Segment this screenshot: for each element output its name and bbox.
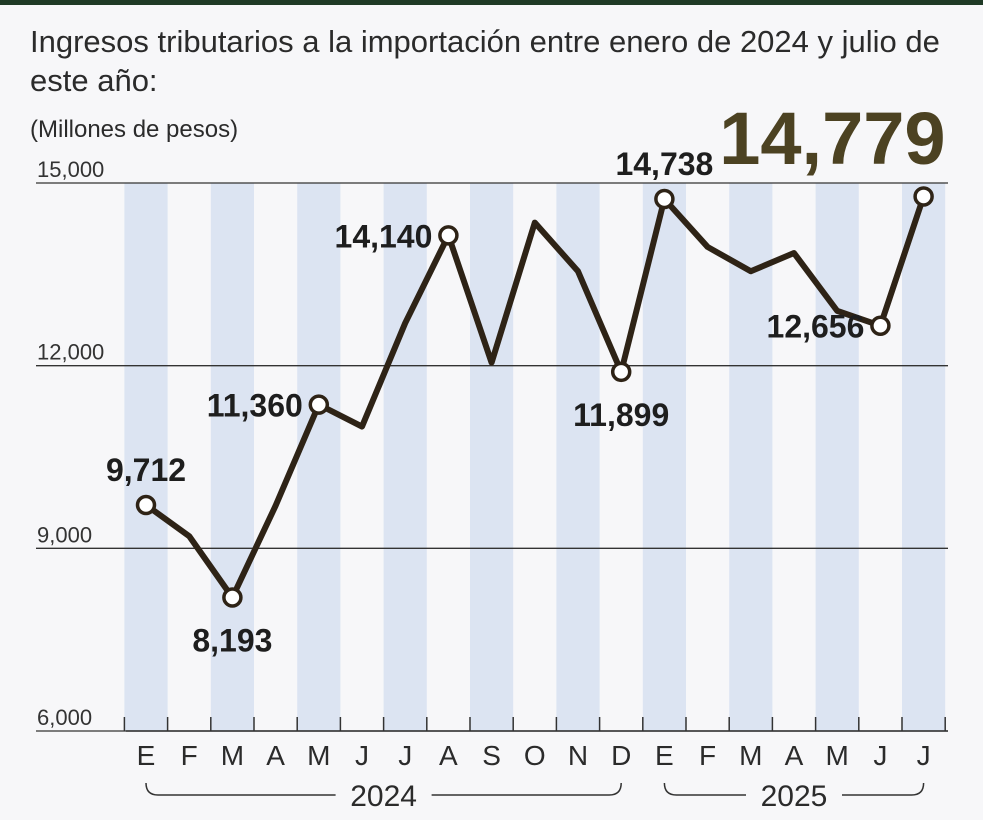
year-bracket [663, 782, 925, 796]
x-tick-label: J [917, 740, 931, 771]
column-stripe [124, 183, 168, 731]
year-bracket [145, 782, 622, 796]
data-label: 9,712 [106, 452, 186, 488]
data-label: 11,360 [207, 388, 303, 424]
data-point-marker [438, 225, 459, 246]
data-label: 14,738 [615, 146, 713, 182]
x-tick-label: O [524, 740, 546, 771]
x-tick-label: E [137, 740, 156, 771]
x-tick-label: A [439, 740, 458, 771]
column-stripe [470, 183, 514, 731]
y-tick-label: 15,000 [37, 157, 104, 182]
x-tick-label: N [568, 740, 588, 771]
data-label: 8,193 [192, 622, 272, 658]
data-point-marker [654, 188, 675, 210]
x-tick-label: A [785, 740, 804, 771]
x-tick-label: A [266, 740, 285, 771]
x-tick-label: M [221, 740, 244, 771]
x-tick-label: M [826, 740, 849, 771]
column-stripe [297, 183, 341, 731]
data-point-marker [870, 315, 891, 336]
x-tick-label: F [181, 740, 198, 771]
x-tick-label: J [873, 740, 887, 771]
data-label: 14,140 [335, 218, 433, 254]
data-point-marker [913, 186, 934, 207]
x-tick-label: J [355, 740, 369, 771]
data-point-marker [610, 361, 632, 383]
data-point-marker [135, 494, 157, 516]
top-bar [0, 0, 983, 5]
x-tick-label: D [611, 740, 631, 771]
year-label: 2024 [350, 780, 417, 813]
x-tick-label: F [699, 740, 716, 771]
data-label: 11,899 [573, 397, 669, 433]
x-tick-label: J [398, 740, 412, 771]
column-stripe [556, 183, 600, 731]
y-tick-label: 6,000 [37, 705, 92, 730]
column-stripe [815, 183, 859, 731]
column-stripe [210, 183, 254, 731]
column-stripe [642, 183, 686, 731]
data-point-marker [222, 587, 243, 608]
x-tick-label: E [655, 740, 674, 771]
column-stripe [729, 183, 773, 731]
y-tick-label: 12,000 [37, 340, 104, 365]
x-tick-label: S [482, 740, 501, 771]
year-label: 2025 [761, 780, 828, 813]
x-tick-label: M [307, 740, 330, 771]
highlight-value-label: 14,779 [719, 97, 945, 180]
column-stripe [383, 183, 427, 731]
chart-title: Ingresos tributarios a la importación en… [30, 24, 940, 98]
data-label: 12,656 [767, 309, 865, 345]
data-point-marker [308, 394, 330, 415]
x-tick-label: M [739, 740, 762, 771]
chart-subtitle: (Millones de pesos) [30, 116, 239, 143]
column-stripe [902, 183, 946, 731]
series-line [143, 193, 927, 601]
y-tick-label: 9,000 [37, 522, 92, 547]
